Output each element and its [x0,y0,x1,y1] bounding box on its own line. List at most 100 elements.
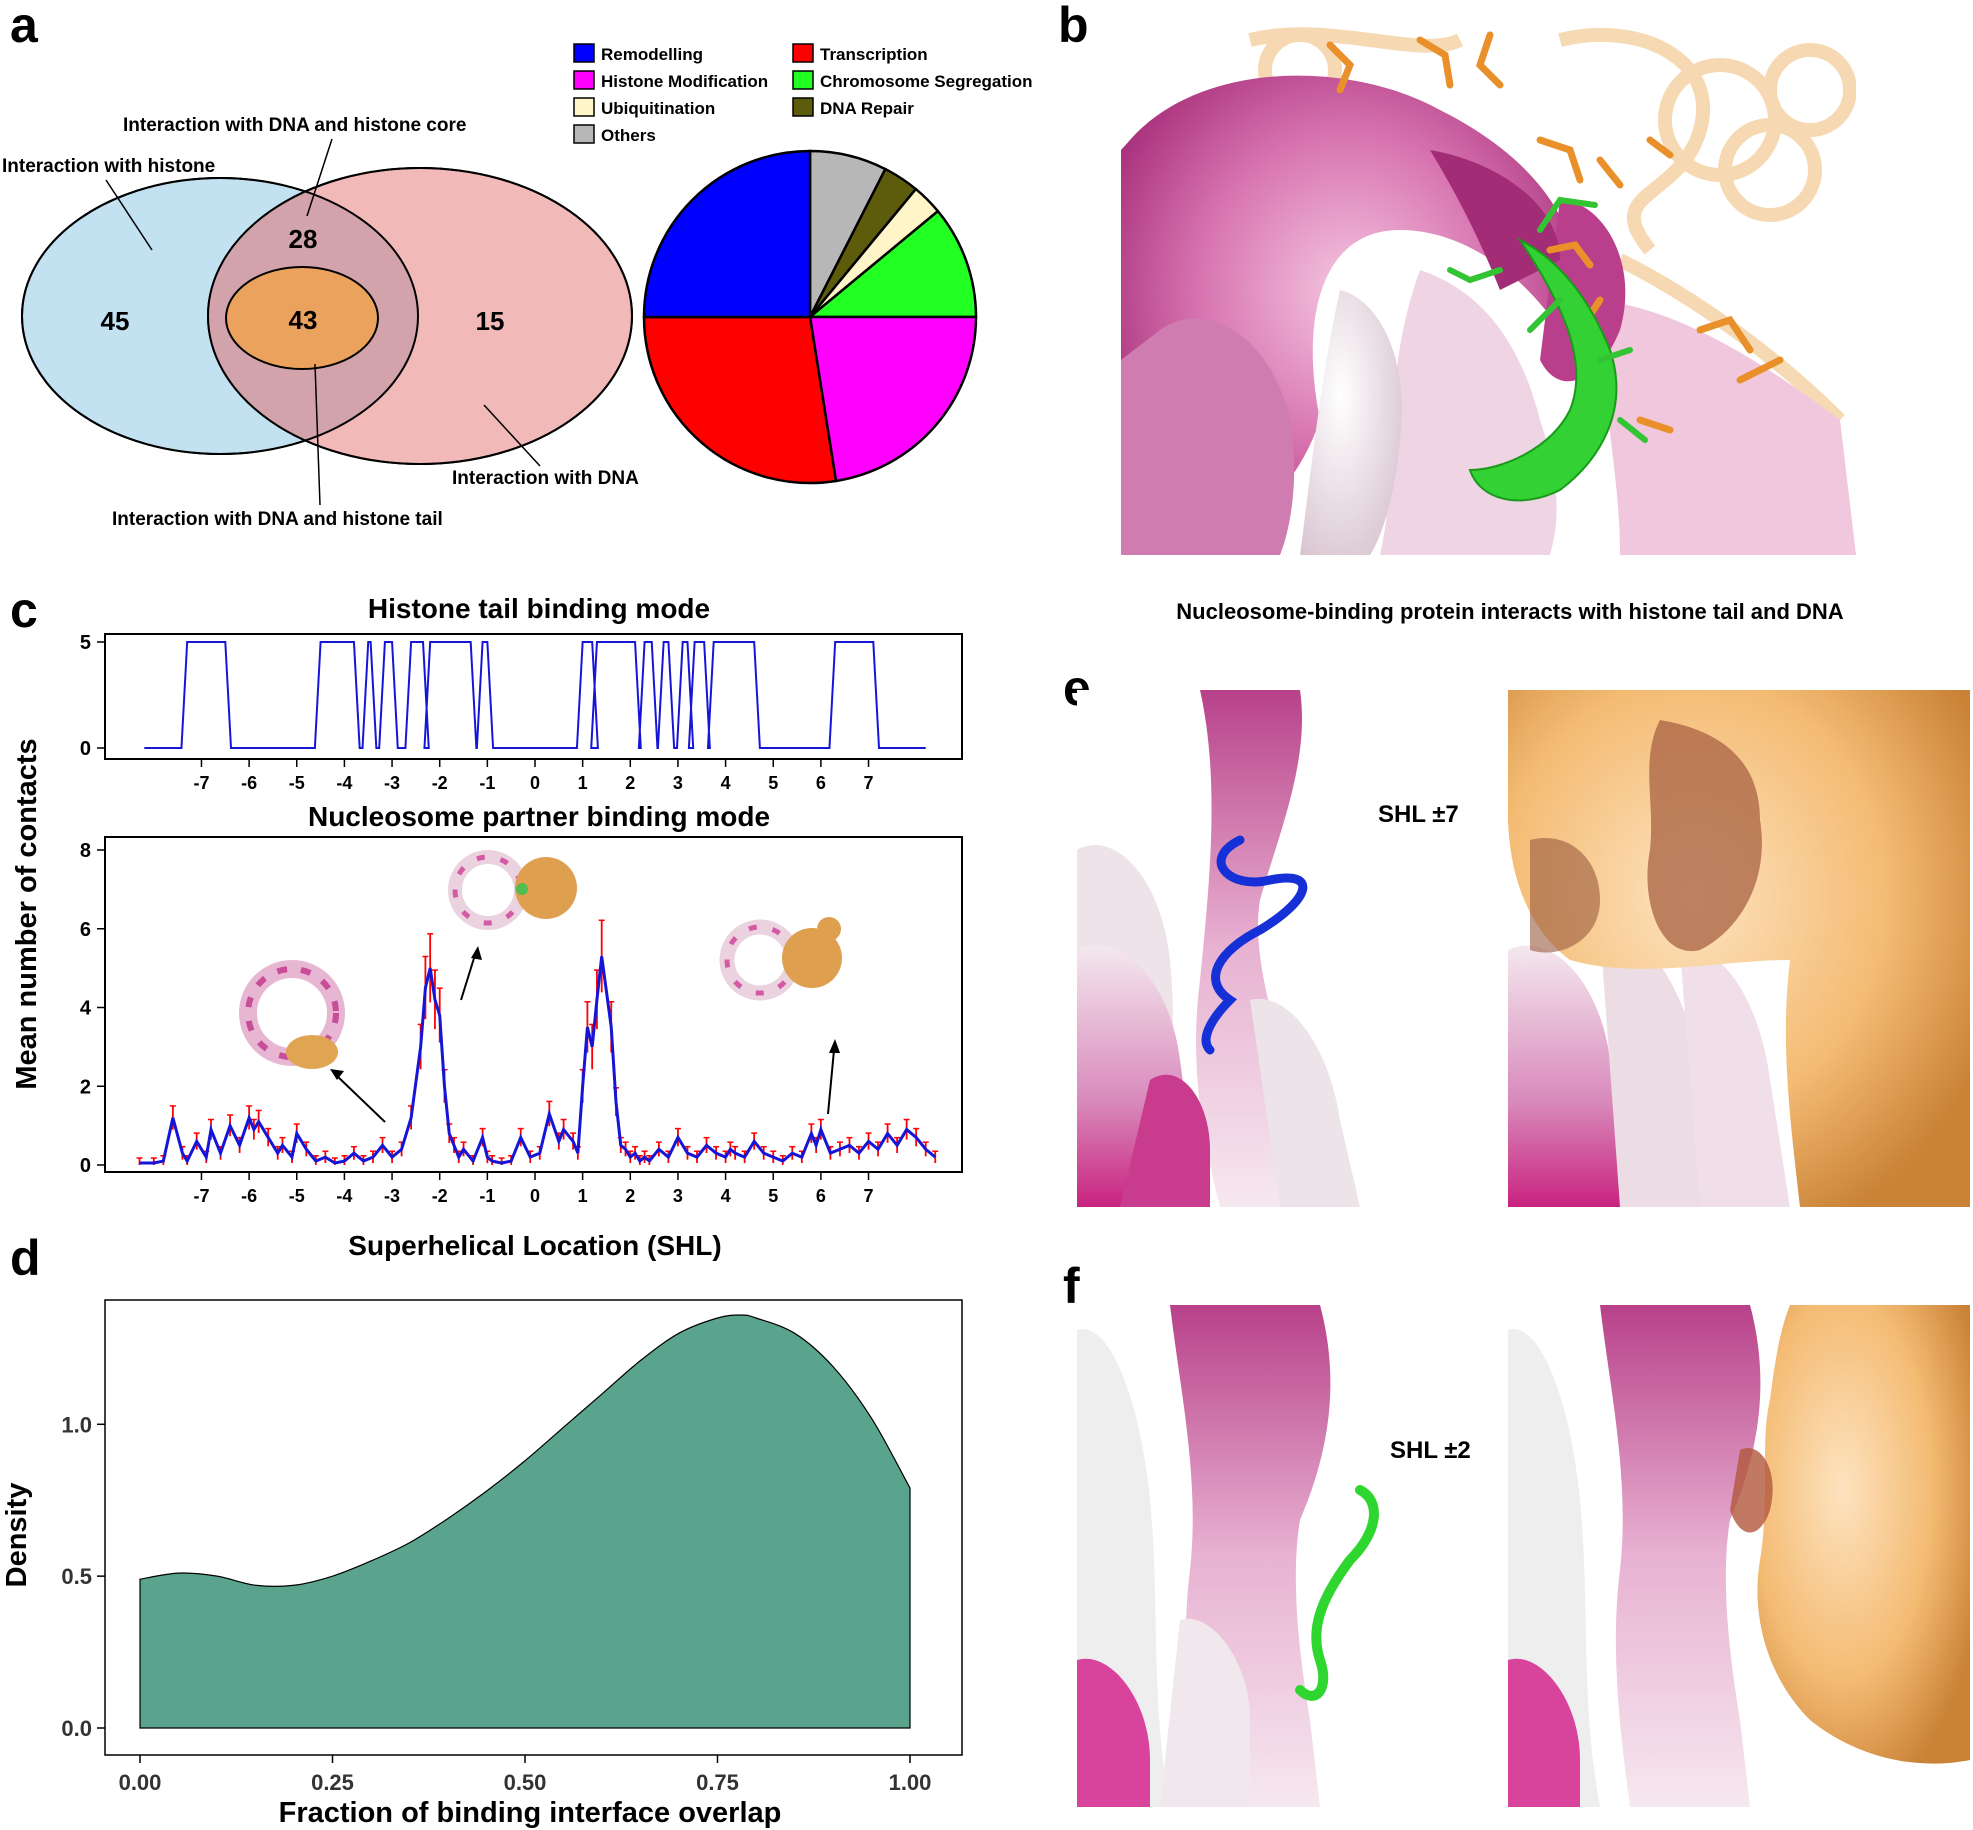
x-tick-label: -2 [432,1186,448,1206]
x-tick-label: 1.00 [889,1770,932,1795]
panel-letter-c: c [10,582,38,638]
top-plot-axes: -7 -6 -5 -4 -3 -2 -1 0 1 2 3 4 5 6 7 0 5 [80,632,874,793]
density-ylabel: Density [1,1483,33,1588]
x-tick-label: 2 [625,773,635,793]
shl-7-label: SHL ±7 [1378,801,1459,828]
structure-panel-b: Nucleosome-binding protein interacts wit… [1121,20,1856,624]
x-tick-label: 3 [673,1186,683,1206]
pie-slice-histone-modification [808,315,978,483]
pie-slice-transcription [642,315,838,485]
x-tick-label: 6 [816,773,826,793]
dna-helix-e [1196,690,1340,1207]
x-tick-label: 1 [578,773,588,793]
legend-item-histone-modification: Histone Modification [573,70,768,91]
y-tick-label: 5 [80,632,91,654]
svg-text:Ubiquitination: Ubiquitination [601,99,715,118]
bottom-plot-axes: -7 -6 -5 -4 -3 -2 -1 0 1 2 3 4 5 6 7 0 2 4 6 8 [80,840,874,1206]
x-tick-label: -5 [289,1186,305,1206]
pie-legend: Remodelling Transcription Histone Modifi… [573,43,1033,145]
venn-tail-ellipse [225,266,379,370]
partner-surface-f [1757,1305,1970,1764]
y-tick-label: 8 [80,840,91,862]
y-tick-label: 0.5 [61,1564,92,1589]
x-tick-label: -6 [241,773,257,793]
x-tick-label: 0 [530,1186,540,1206]
panel-c-xlabel: Superhelical Location (SHL) [348,1230,721,1261]
x-tick-label: -4 [336,773,352,793]
structure-panel-f: SHL ±2 [1077,1305,1970,1807]
venn-count-dna: 15 [476,306,505,336]
venn-label-dna-tail: Interaction with DNA and histone tail [112,509,443,530]
structure-panel-e: SHL ±7 [1077,690,1970,1207]
y-tick-label: 0 [80,1155,91,1177]
x-tick-label: 3 [673,773,683,793]
legend-item-dna-repair: DNA Repair [792,97,914,118]
pie-slice-remodelling [642,149,812,319]
venn-label-histone: Interaction with histone [2,156,215,177]
x-tick-label: 4 [721,773,731,793]
svg-text:Histone Modification: Histone Modification [601,72,768,91]
x-tick-label: 6 [816,1186,826,1206]
x-tick-label: -6 [241,1186,257,1206]
svg-text:Others: Others [601,126,656,145]
y-tick-label: 4 [80,998,92,1020]
partner-binding-line [139,956,937,1165]
x-tick-label: -3 [384,1186,400,1206]
y-tick-label: 2 [80,1076,91,1098]
panel-d: 0.00 0.25 0.50 0.75 1.00 0.0 0.5 1.0 Density Fr… [1,1299,963,1829]
panel-letter-d: d [10,1230,41,1286]
histone-tail-ribbon [1468,237,1618,502]
x-tick-label: -2 [432,773,448,793]
x-tick-label: -3 [384,773,400,793]
x-tick-label: 7 [864,773,874,793]
venn-label-dna: Interaction with DNA [452,468,639,489]
x-tick-label: 0.75 [696,1770,739,1795]
svg-text:Chromosome Segregation: Chromosome Segregation [820,72,1033,91]
venn-count-dna-core: 28 [289,224,318,254]
venn-count-dna-tail: 43 [289,305,318,335]
pie-slice-chromosome-segregation [806,209,978,319]
partner-surface-e [1508,690,1970,1207]
x-tick-label: 0.00 [119,1770,162,1795]
density-xlabel: Fraction of binding interface overlap [279,1797,782,1829]
panel-letter-f: f [1063,1258,1080,1314]
x-tick-label: 5 [768,773,778,793]
legend-item-chromosome-segregation: Chromosome Segregation [792,70,1033,91]
svg-text:Remodelling: Remodelling [601,45,703,64]
legend-item-remodelling: Remodelling [573,43,703,64]
venn-count-histone: 45 [101,306,130,336]
y-tick-label: 0 [80,738,91,760]
density-axes: 0.00 0.25 0.50 0.75 1.00 0.0 0.5 1.0 [61,1412,931,1795]
x-tick-label: 7 [864,1186,874,1206]
x-tick-label: 4 [721,1186,731,1206]
bottom-plot-title: Nucleosome partner binding mode [308,801,770,832]
venn-overlap-region [208,178,418,454]
x-tick-label: -7 [193,773,209,793]
x-tick-label: -1 [479,1186,495,1206]
legend-item-others: Others [573,124,656,145]
venn-label-dna-core: Interaction with DNA and histone core [123,115,466,136]
nucleosome-thumbnail-3 [719,917,842,1001]
y-tick-label: 6 [80,919,91,941]
venn-diagram: 45 28 43 15 Interaction with histone Int… [2,115,639,530]
svg-text:Transcription: Transcription [820,45,928,64]
x-tick-label: 1 [578,1186,588,1206]
shl-2-label: SHL ±2 [1390,1437,1471,1464]
pie-chart [642,149,978,485]
histone-tail-line [144,641,926,749]
y-tick-label: 0.0 [61,1716,92,1741]
panel-b-caption: Nucleosome-binding protein interacts wit… [1176,599,1843,624]
x-tick-label: -1 [479,773,495,793]
x-tick-label: -5 [289,773,305,793]
x-tick-label: 5 [768,1186,778,1206]
nucleosome-thumbnail-1 [239,960,345,1069]
panel-letter-a: a [10,0,39,53]
top-plot-title: Histone tail binding mode [368,593,710,624]
x-tick-label: -7 [193,1186,209,1206]
x-tick-label: 2 [625,1186,635,1206]
nucleosome-thumbnail-2 [448,850,577,930]
x-tick-label: 0.50 [504,1770,547,1795]
panel-c: Mean number of contacts Histone tail bin… [11,593,963,1261]
panel-letter-b: b [1058,0,1089,53]
